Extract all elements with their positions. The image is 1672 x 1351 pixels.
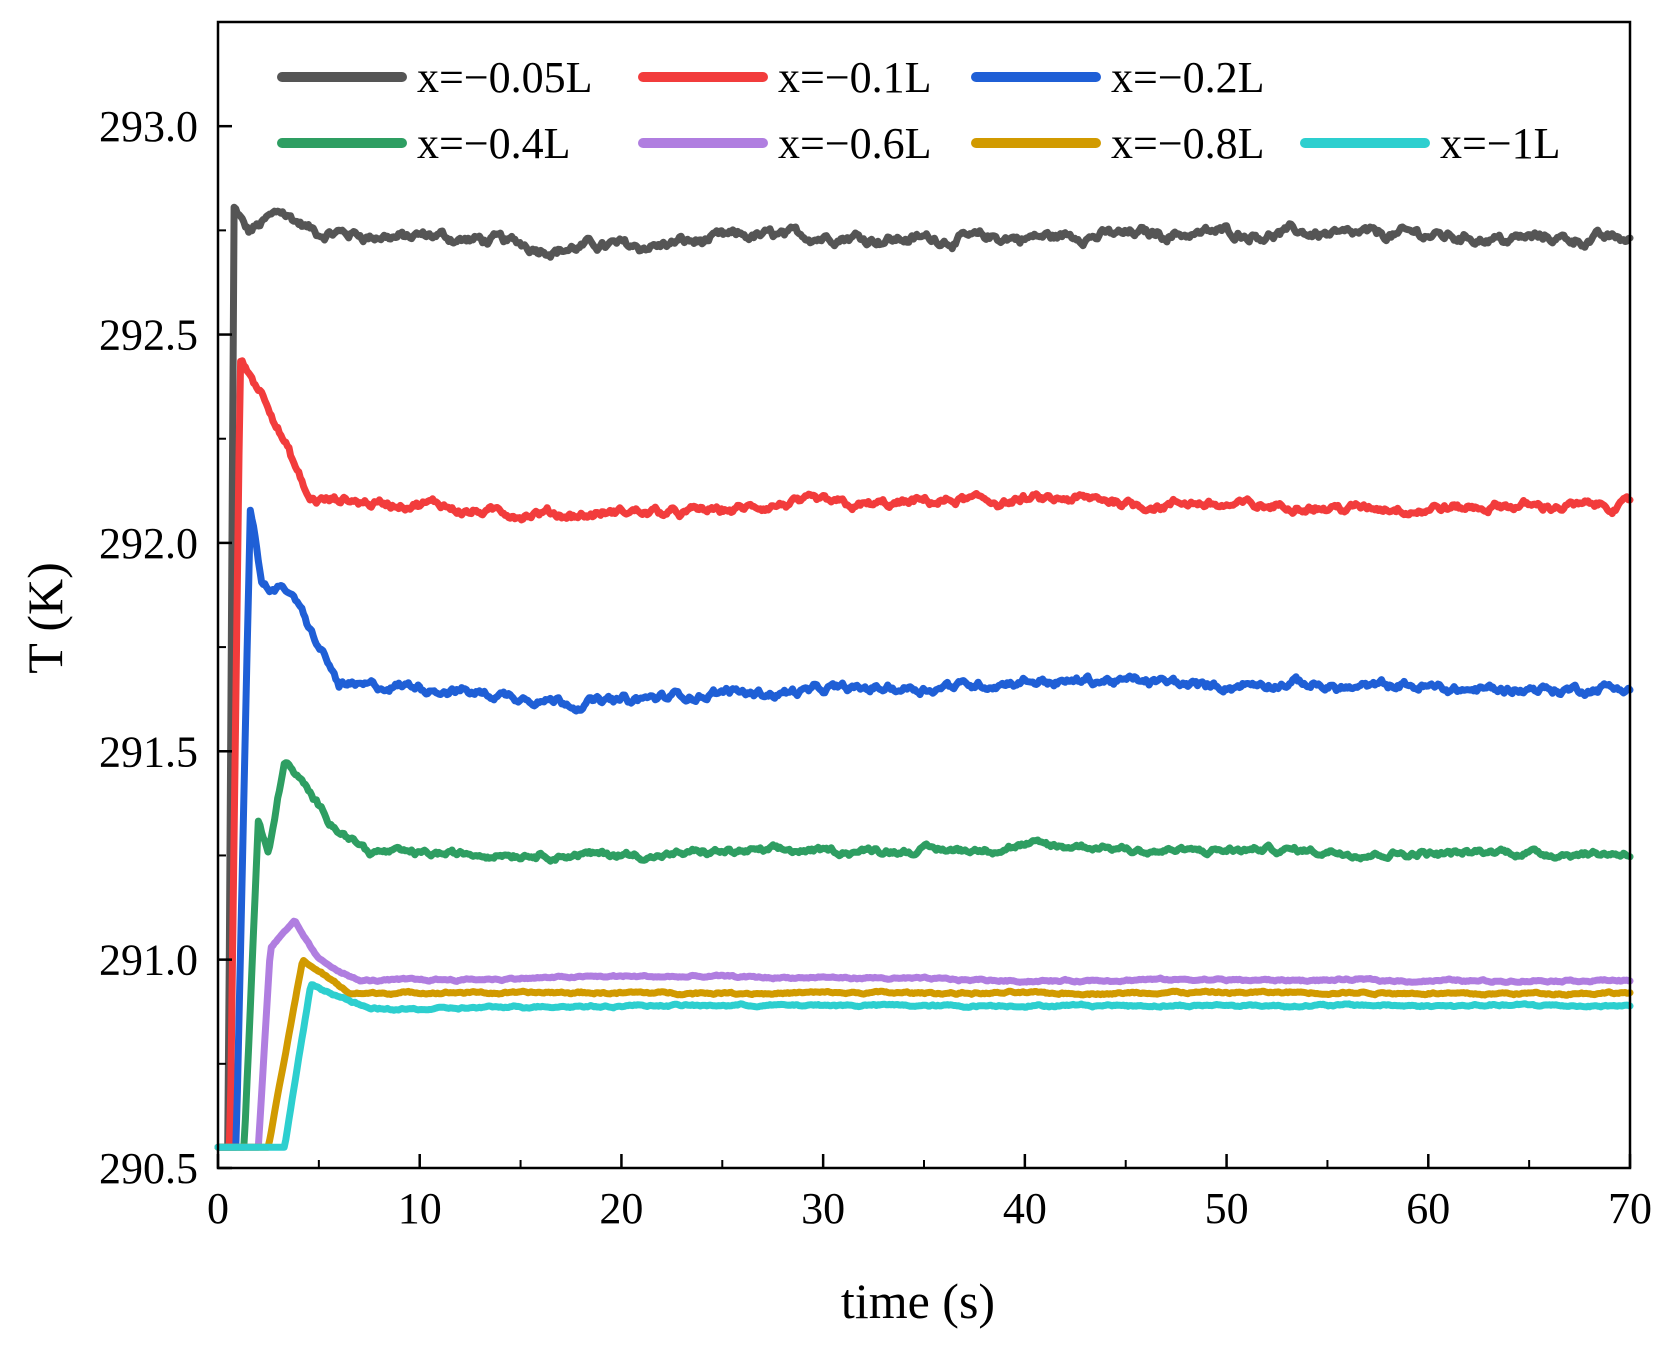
x-tick-label: 20 bbox=[599, 1184, 643, 1233]
y-tick-label: 291.5 bbox=[99, 727, 198, 776]
legend: x=−0.05L x=−0.1L x=−0.2L x=−0.4L x=−0.6L x=−0… bbox=[277, 53, 1561, 168]
y-tick-label: 290.5 bbox=[99, 1144, 198, 1193]
x-tick-label: 70 bbox=[1608, 1184, 1652, 1233]
y-tick-label: 291.0 bbox=[99, 936, 198, 985]
series-line-0 bbox=[214, 203, 1634, 1151]
x-tick-label: 0 bbox=[207, 1184, 229, 1233]
legend-label: x=−0.4L bbox=[417, 119, 571, 168]
axes-group: 0 10 20 30 40 50 60 70 290.5 291.0 291.5 292.0 292.5… bbox=[99, 20, 1652, 1233]
y-axis-title: T (K) bbox=[17, 562, 73, 674]
y-tick-label: 292.5 bbox=[99, 311, 198, 360]
series-line-5 bbox=[214, 957, 1634, 1151]
legend-label: x=−0.8L bbox=[1111, 119, 1265, 168]
y-tick-label: 293.0 bbox=[99, 102, 198, 151]
series-line-3 bbox=[214, 759, 1634, 1151]
series-group bbox=[214, 203, 1634, 1151]
x-tick-label: 10 bbox=[398, 1184, 442, 1233]
x-axis-title: time (s) bbox=[841, 1273, 995, 1329]
series-line-4 bbox=[214, 917, 1634, 1151]
legend-label: x=−1L bbox=[1440, 119, 1561, 168]
x-tick-label: 50 bbox=[1205, 1184, 1249, 1233]
x-tick-label: 30 bbox=[801, 1184, 845, 1233]
legend-label: x=−0.2L bbox=[1111, 53, 1265, 102]
series-line-2 bbox=[214, 506, 1634, 1151]
series-line-6 bbox=[214, 981, 1634, 1151]
legend-label: x=−0.6L bbox=[778, 119, 932, 168]
x-tick-label: 60 bbox=[1406, 1184, 1450, 1233]
series-line-1 bbox=[214, 357, 1634, 1151]
legend-label: x=−0.1L bbox=[778, 53, 932, 102]
legend-label: x=−0.05L bbox=[417, 53, 593, 102]
y-tick-label: 292.0 bbox=[99, 519, 198, 568]
x-tick-label: 40 bbox=[1003, 1184, 1047, 1233]
